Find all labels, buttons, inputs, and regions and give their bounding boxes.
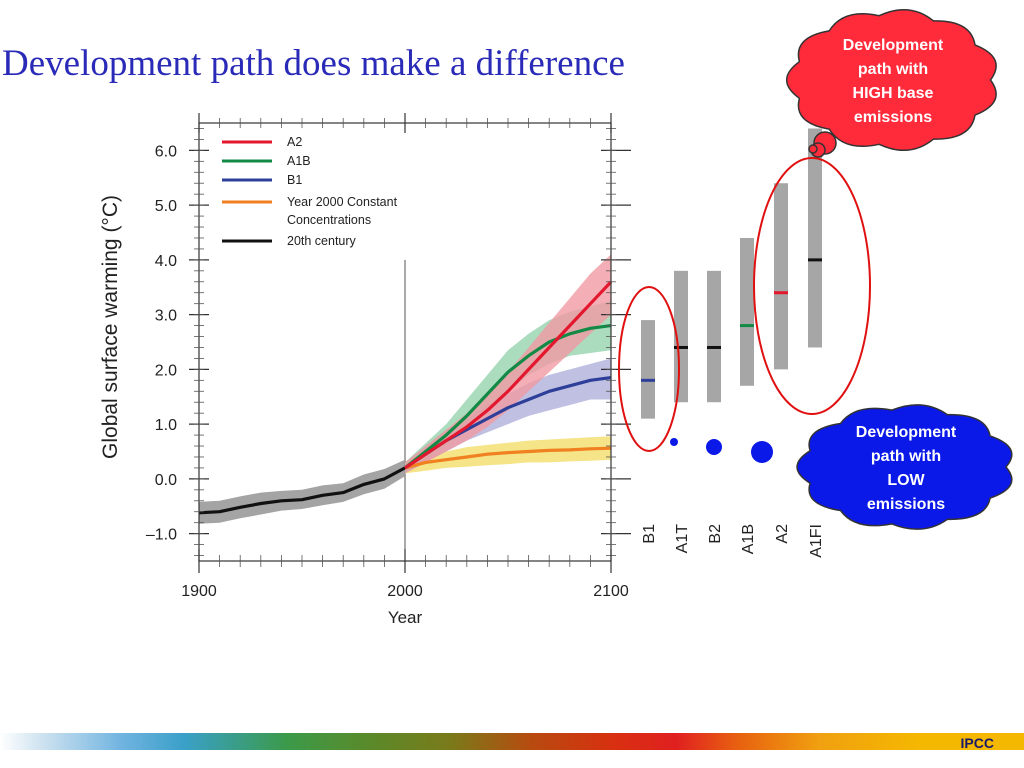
- band-century20: [199, 459, 405, 524]
- band-constant: [405, 436, 611, 474]
- y-tick-label: 0.0: [155, 472, 177, 489]
- callout-high-tail-bubble: [808, 144, 818, 154]
- callout-high-text-line: emissions: [854, 109, 932, 126]
- legend-label-B1: B1: [287, 173, 302, 187]
- x-tick-label: 1900: [181, 583, 217, 600]
- callout-low-text-line: path with: [871, 448, 941, 465]
- y-tick-label: 3.0: [155, 308, 177, 325]
- range-bar-A1T: [674, 270, 688, 403]
- callout-low-text-line: LOW: [887, 472, 925, 489]
- legend-label-century20: 20th century: [287, 234, 357, 248]
- series-line-constant: [404, 446, 612, 470]
- range-label-A1B: A1B: [740, 524, 757, 554]
- callout-low: Development path with LOW emissions: [796, 404, 1013, 530]
- series-line-A2: [404, 280, 613, 470]
- footer-ipcc-label: IPCC: [960, 735, 994, 751]
- callout-low-shape: [796, 404, 1013, 530]
- ellipse-low: [618, 286, 680, 452]
- range-bar-B2: [707, 270, 721, 403]
- range-bar-A2: [774, 183, 788, 370]
- range-bar-A1B: [740, 237, 754, 386]
- plot-area: [198, 254, 613, 561]
- legend: A2 A1B B1 Year 2000 Constant Concentrations 2…: [222, 135, 398, 248]
- footer-gradient-bar: [0, 733, 1024, 750]
- range-label-A1T: A1T: [674, 524, 691, 554]
- legend-label-A1B: A1B: [287, 154, 311, 168]
- callout-high-text-line: path with: [858, 61, 928, 78]
- y-tick-label: –1.0: [146, 527, 177, 544]
- y-axis-title: Global surface warming (°C): [99, 195, 122, 459]
- legend-label-line: Year 2000 Constant: [287, 195, 398, 209]
- callout-high-text-line: Development: [843, 37, 944, 54]
- axes: 6.0 5.0 4.0 3.0 2.0 1.0 0.0 –1.0 1900 2000 2100 Yea…: [99, 113, 631, 627]
- range-bar-A1FI: [808, 128, 822, 348]
- callout-high-text-line: HIGH base: [853, 85, 934, 102]
- x-axis-title: Year: [388, 608, 423, 627]
- legend-label-A2: A2: [287, 135, 302, 149]
- range-label-A1FI: A1FI: [808, 524, 825, 558]
- emission-dot: [706, 439, 722, 455]
- y-tick-label: 4.0: [155, 253, 177, 270]
- callout-low-text-line: emissions: [867, 496, 945, 513]
- scenario-range-bars: B1 A1T B2 A1B A2 A1FI: [618, 128, 871, 558]
- range-bar-B1: [641, 320, 655, 419]
- x-tick-label: 2100: [593, 583, 629, 600]
- emission-dot: [751, 441, 773, 463]
- callout-low-text-line: Development: [856, 424, 957, 441]
- series-line-A1B: [404, 324, 612, 470]
- legend-label-constant: Year 2000 Constant Concentrations: [287, 195, 398, 227]
- legend-label-line: Concentrations: [287, 213, 371, 227]
- ellipse-high: [753, 157, 871, 415]
- y-tick-label: 2.0: [155, 362, 177, 379]
- series-line-century20: [198, 466, 406, 515]
- warming-chart: 6.0 5.0 4.0 3.0 2.0 1.0 0.0 –1.0 1900 2000 2100 Yea…: [99, 9, 1013, 627]
- x-tick-label: 2000: [387, 583, 423, 600]
- y-tick-label: 1.0: [155, 417, 177, 434]
- y-tick-label: 5.0: [155, 198, 177, 215]
- callout-high: Development path with HIGH base emissions: [785, 9, 997, 158]
- emission-dot: [670, 438, 678, 446]
- callout-high-shape: [785, 9, 997, 151]
- range-label-A2: A2: [774, 524, 791, 544]
- y-tick-label: 6.0: [155, 143, 177, 160]
- range-label-B2: B2: [707, 524, 724, 544]
- slide-title: Development path does make a difference: [2, 43, 625, 84]
- range-label-B1: B1: [641, 524, 658, 544]
